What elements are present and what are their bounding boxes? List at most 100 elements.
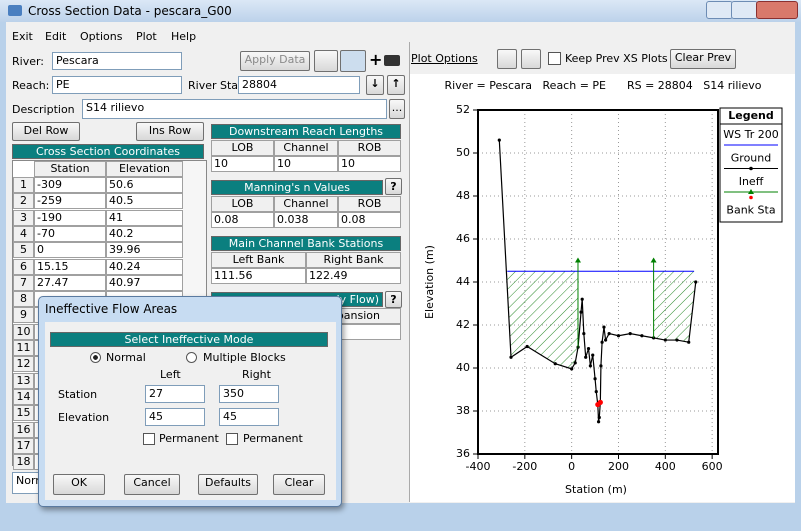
ground-point — [584, 355, 588, 359]
row-number: 3 — [13, 209, 34, 226]
input[interactable]: 45 — [219, 408, 279, 426]
more-button[interactable]: ... — [389, 99, 405, 119]
input[interactable]: 45 — [145, 408, 205, 426]
cell: 39.96 — [106, 242, 183, 259]
copy-button[interactable] — [497, 49, 517, 69]
camera-icon[interactable] — [384, 55, 400, 66]
ok-button[interactable]: OK — [53, 474, 105, 495]
section-header: Main Channel Bank Stations — [211, 236, 401, 251]
menu-item[interactable]: Exit — [12, 30, 33, 43]
row-number: 5 — [13, 242, 34, 259]
plot-title: River = Pescara Reach = PE RS = 28804 S1… — [445, 79, 762, 92]
section-header: Cross Section Coordinates — [12, 144, 204, 159]
menu-item[interactable]: Help — [171, 30, 197, 43]
checkbox[interactable] — [143, 433, 155, 445]
down-button[interactable]: ↓ — [366, 75, 384, 95]
defaults-button[interactable]: Defaults — [198, 474, 258, 495]
menu-item[interactable]: Edit — [45, 30, 67, 43]
description-input[interactable]: S14 rilievo — [82, 99, 387, 119]
print-button[interactable] — [521, 49, 541, 69]
minimize-button[interactable] — [706, 1, 733, 19]
x-axis-label: Station (m) — [565, 483, 627, 496]
legend-swatch — [748, 189, 754, 194]
ground-point — [591, 353, 595, 357]
cell: 50.6 — [106, 177, 183, 193]
ineffective-marker — [574, 257, 581, 263]
input[interactable]: 27 — [145, 385, 205, 403]
y-tick-label: 38 — [456, 404, 470, 417]
river-label: River: — [12, 55, 45, 68]
legend-title: Legend — [728, 109, 774, 122]
row-number: 15 — [13, 405, 34, 422]
cell: 0 — [34, 242, 106, 259]
menu-item[interactable]: Plot — [136, 30, 157, 43]
row-number: 11 — [13, 340, 34, 356]
river-combo[interactable]: Pescara — [52, 52, 182, 70]
checkbox-label: Permanent — [159, 432, 219, 445]
cell: -259 — [34, 193, 106, 210]
x-tick-label: 0 — [568, 460, 575, 473]
divider — [409, 42, 410, 502]
legend-swatch — [749, 166, 753, 171]
plot: River = Pescara Reach = PE RS = 28804 S1… — [423, 79, 783, 496]
column-header: Station — [34, 161, 106, 177]
cell: 10 — [211, 156, 274, 172]
x-tick-label: 200 — [608, 460, 629, 473]
icon-button[interactable] — [314, 50, 338, 72]
checkbox[interactable] — [548, 52, 561, 65]
column-label: Left — [160, 368, 181, 381]
radio[interactable] — [186, 352, 197, 363]
field-label: Station — [58, 388, 98, 401]
row-number: 14 — [13, 388, 34, 405]
apply-data-button[interactable]: Apply Data — [240, 51, 310, 71]
cell: 27.47 — [34, 274, 106, 291]
legend-swatch — [749, 195, 753, 200]
column-header: Left Bank — [211, 252, 306, 268]
up-button[interactable]: ↑ — [387, 75, 405, 95]
radio-selected[interactable] — [90, 352, 101, 363]
radio-label: Multiple Blocks — [203, 351, 286, 364]
help-button[interactable]: ? — [385, 291, 402, 308]
icon-button[interactable] — [340, 50, 366, 72]
ground-point — [675, 338, 679, 342]
column-header: Channel — [274, 140, 338, 156]
ground-point — [509, 355, 513, 359]
river-sta-combo[interactable]: 28804 — [238, 76, 360, 94]
ins-row-button[interactable]: Ins Row — [136, 122, 204, 141]
y-tick-label: 52 — [456, 103, 470, 116]
ground-point — [497, 138, 501, 142]
cell: 40.24 — [106, 258, 183, 275]
section-header: Manning's n Values — [211, 180, 383, 195]
legend-label: Ground — [731, 152, 771, 165]
description-label: Description — [12, 103, 75, 116]
add-icon[interactable]: + — [369, 50, 383, 69]
cancel-button[interactable]: Cancel — [124, 474, 180, 495]
checkbox[interactable] — [226, 433, 238, 445]
reach-combo[interactable]: PE — [52, 76, 182, 94]
clear-button[interactable]: Clear — [273, 474, 325, 495]
y-axis-label: Elevation (m) — [423, 245, 436, 319]
river-sta-label: River Sta.: — [188, 79, 246, 92]
ground-point — [663, 338, 667, 342]
row-number: 18 — [13, 454, 34, 471]
ground-point — [599, 364, 603, 368]
ground-point — [600, 340, 604, 344]
ground-point — [573, 361, 577, 365]
menu-item[interactable]: Options — [80, 30, 123, 43]
ground-point — [597, 415, 601, 420]
ineffective-marker — [650, 257, 657, 263]
help-button[interactable]: ? — [385, 178, 402, 195]
cell: 10 — [274, 156, 338, 172]
row-number: 13 — [13, 372, 34, 389]
clear-prev-button[interactable]: Clear Prev — [670, 49, 736, 69]
input[interactable]: 350 — [219, 385, 279, 403]
close-button[interactable] — [756, 1, 798, 19]
plot-options-link[interactable]: Plot Options — [411, 52, 478, 65]
ground-point — [582, 332, 586, 336]
maximize-button[interactable] — [731, 1, 758, 19]
ground-point — [579, 310, 583, 314]
del-row-button[interactable]: Del Row — [12, 122, 80, 141]
cell: 15.15 — [34, 258, 106, 275]
row-number: 8 — [13, 291, 34, 308]
